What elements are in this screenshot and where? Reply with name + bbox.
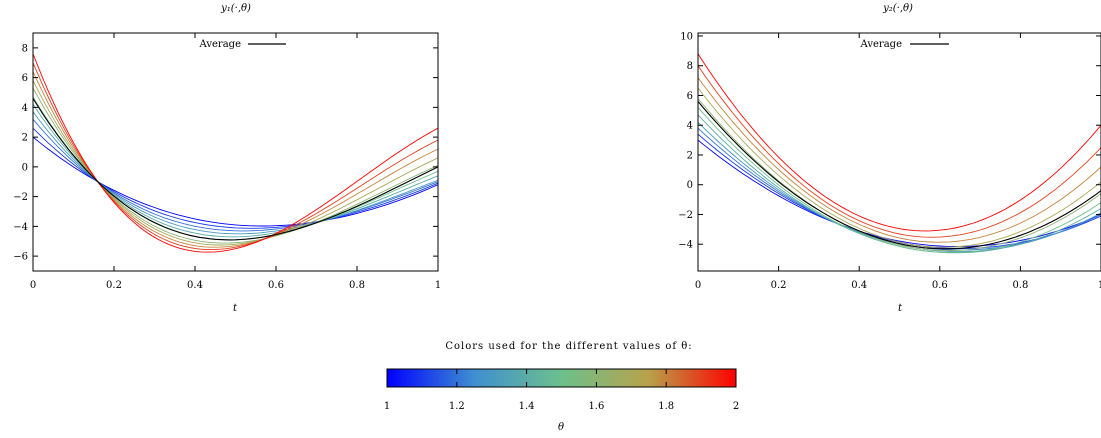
chart-y2-x-tick-label: 0.4 bbox=[851, 280, 867, 291]
colorbar-tick-label: 1 bbox=[384, 401, 390, 412]
chart-y2-x-label: t bbox=[898, 303, 903, 314]
chart-y1-curve-8 bbox=[32, 71, 439, 248]
chart-y1-curve-3 bbox=[32, 111, 439, 235]
chart-y1-x-tick-label: 0.8 bbox=[349, 280, 365, 291]
chart-y1-y-tick-label: 8 bbox=[22, 43, 28, 54]
chart-y2-y-tick-label: 2 bbox=[687, 150, 693, 161]
chart-y2-legend-label: Average bbox=[860, 39, 903, 50]
chart-y2-y-tick-label: −4 bbox=[678, 240, 693, 251]
chart-y2-curve-1 bbox=[697, 133, 1101, 249]
chart-y2-y-tick-label: 10 bbox=[680, 31, 693, 42]
chart-y1-x-tick-label: 0.6 bbox=[268, 280, 284, 291]
chart-y1-x-tick-label: 0 bbox=[30, 280, 36, 291]
chart-y1-y-tick-label: 6 bbox=[22, 73, 28, 84]
chart-y1-curve-0 bbox=[32, 136, 439, 227]
chart-y2-curve-2 bbox=[697, 127, 1101, 251]
chart-y2-curve-9 bbox=[697, 65, 1101, 238]
chart-y1-y-tick-label: −2 bbox=[13, 192, 28, 203]
chart-y1-y-tick-label: 4 bbox=[22, 103, 28, 114]
colorbar-ticks: 1 1.2 1.4 1.6 1.8 2 bbox=[384, 369, 739, 412]
chart-y1-y-tick-label: −6 bbox=[13, 252, 28, 263]
chart-y2-curve-5 bbox=[697, 107, 1101, 253]
chart-y2-y-tick-label: 4 bbox=[687, 121, 693, 132]
colorbar: Colors used for the different values of … bbox=[384, 341, 739, 433]
chart-y1-x-label: t bbox=[233, 303, 238, 314]
colorbar-tick-label: 1.4 bbox=[519, 401, 535, 412]
chart-y1-y-ticks: −6 −4 −2 0 2 4 6 8 bbox=[13, 43, 438, 263]
chart-y2-y-tick-label: −2 bbox=[678, 210, 693, 221]
chart-y2-curve-8 bbox=[697, 77, 1101, 243]
chart-y1-x-tick-label: 1 bbox=[435, 280, 441, 291]
chart-y2-legend: Average bbox=[860, 39, 949, 50]
chart-y1-x-ticks: 0 0.2 0.4 0.6 0.8 1 bbox=[30, 33, 441, 291]
chart-y1-average bbox=[32, 98, 439, 241]
chart-y1-average-line bbox=[32, 98, 439, 241]
chart-y2-curve-10 bbox=[697, 53, 1101, 232]
colorbar-label: θ bbox=[558, 422, 564, 433]
chart-y1-y-tick-label: −4 bbox=[13, 222, 28, 233]
chart-y1-y-tick-label: 2 bbox=[22, 133, 28, 144]
chart-y2-x-tick-label: 0.2 bbox=[771, 280, 787, 291]
chart-y2-curve-0 bbox=[697, 139, 1101, 248]
chart-y2-y-tick-label: 6 bbox=[687, 91, 693, 102]
chart-y2: y₂(·,θ) 0 0.2 0.4 0.6 0.8 1 −4 −2 0 2 4 6 8 10 t Ave… bbox=[678, 3, 1101, 314]
chart-y1-curves bbox=[32, 53, 439, 253]
chart-y2-y-ticks: −4 −2 0 2 4 6 8 10 bbox=[678, 31, 1101, 251]
colorbar-tick-label: 2 bbox=[733, 401, 739, 412]
colorbar-gradient bbox=[386, 368, 737, 388]
chart-y2-x-tick-label: 1 bbox=[1098, 280, 1101, 291]
chart-y2-x-tick-label: 0 bbox=[695, 280, 701, 291]
chart-y2-curve-6 bbox=[697, 98, 1101, 252]
colorbar-caption: Colors used for the different values of … bbox=[445, 341, 692, 352]
chart-y2-curves bbox=[697, 53, 1101, 254]
chart-y2-x-tick-label: 0.8 bbox=[1012, 280, 1028, 291]
chart-y1-curve-7 bbox=[32, 80, 439, 246]
chart-y2-frame bbox=[697, 32, 1101, 272]
chart-y1-legend: Average bbox=[199, 39, 286, 50]
chart-y1-x-tick-label: 0.2 bbox=[106, 280, 122, 291]
chart-y2-curve-7 bbox=[697, 87, 1101, 248]
chart-y2-y-tick-label: 8 bbox=[687, 61, 693, 72]
chart-y2-title: y₂(·,θ) bbox=[882, 3, 913, 14]
chart-y2-curve-3 bbox=[697, 121, 1101, 253]
chart-y1-curve-4 bbox=[32, 104, 439, 238]
chart-y1-legend-label: Average bbox=[199, 39, 242, 50]
chart-y1-frame bbox=[32, 32, 439, 272]
chart-y1-x-tick-label: 0.4 bbox=[187, 280, 203, 291]
chart-y2-y-tick-label: 0 bbox=[687, 180, 693, 191]
chart-y1-curve-6 bbox=[32, 87, 439, 244]
chart-y1: y₁(·,θ) 0 0.2 0.4 0.6 0.8 1 −6 −4 −2 0 2 4 6 8 t Ave… bbox=[13, 3, 441, 314]
chart-y1-y-tick-label: 0 bbox=[22, 162, 28, 173]
chart-y2-average-line bbox=[697, 101, 1101, 250]
chart-y1-curve-10 bbox=[32, 53, 439, 253]
chart-y2-average bbox=[697, 101, 1101, 250]
colorbar-tick-label: 1.2 bbox=[449, 401, 465, 412]
colorbar-tick-label: 1.8 bbox=[658, 401, 674, 412]
colorbar-tick-label: 1.6 bbox=[588, 401, 604, 412]
chart-y2-x-ticks: 0 0.2 0.4 0.6 0.8 1 bbox=[695, 33, 1101, 291]
chart-y2-x-tick-label: 0.6 bbox=[932, 280, 948, 291]
chart-y1-title: y₁(·,θ) bbox=[220, 3, 251, 14]
chart-y1-curve-5 bbox=[32, 96, 439, 241]
chart-y1-curve-9 bbox=[32, 62, 439, 251]
